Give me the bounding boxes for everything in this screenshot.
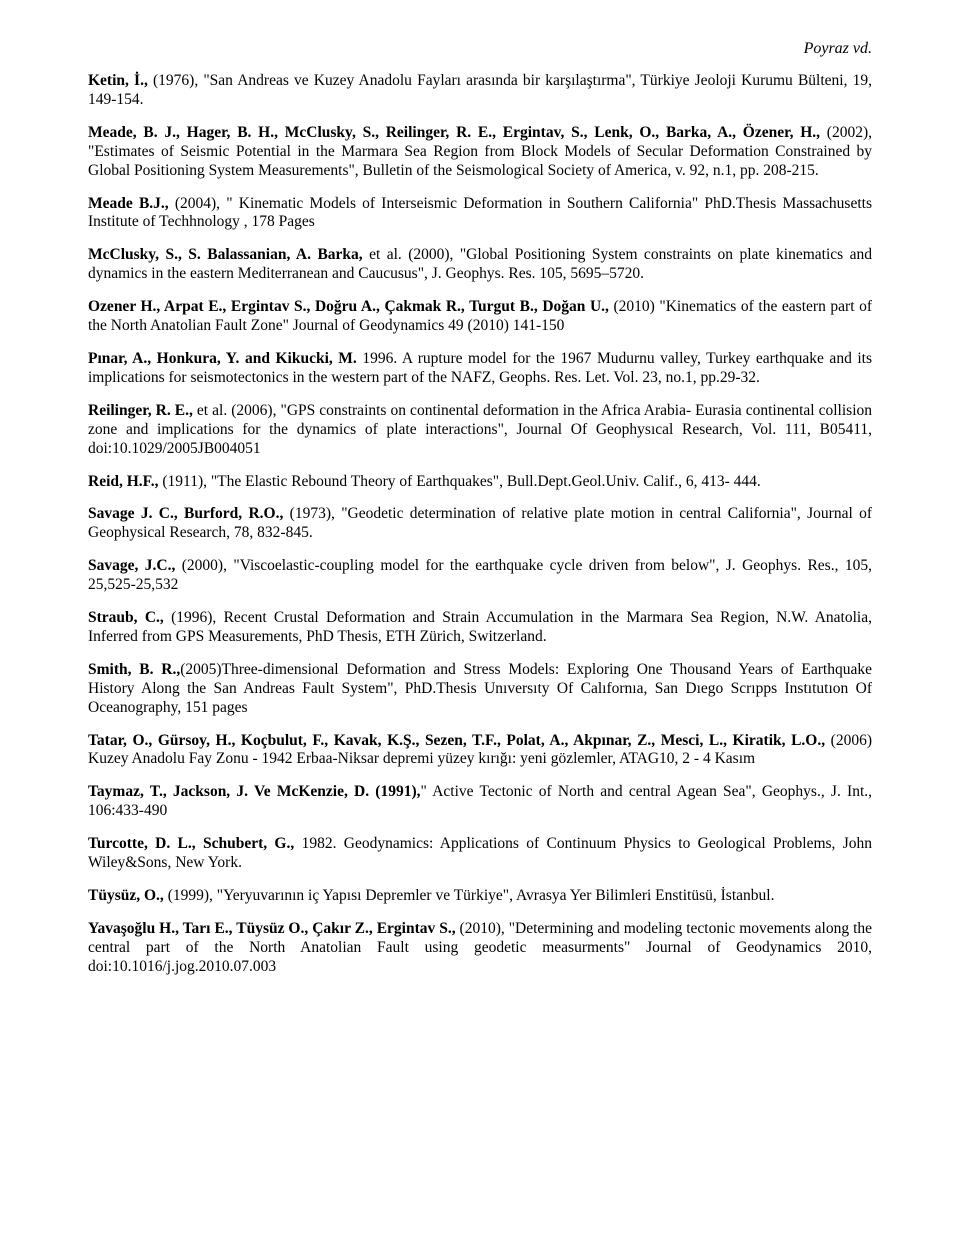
reference-item: Meade, B. J., Hager, B. H., McClusky, S.… — [88, 124, 872, 181]
page: Poyraz vd. Ketin, İ., (1976), "San Andre… — [0, 0, 960, 1253]
reference-item: Reilinger, R. E., et al. (2006), "GPS co… — [88, 402, 872, 459]
reference-item: Tatar, O., Gürsoy, H., Koçbulut, F., Kav… — [88, 732, 872, 770]
reference-item: Taymaz, T., Jackson, J. Ve McKenzie, D. … — [88, 783, 872, 821]
reference-item: Pınar, A., Honkura, Y. and Kikucki, M. 1… — [88, 350, 872, 388]
reference-item: Reid, H.F., (1911), "The Elastic Rebound… — [88, 473, 872, 492]
reference-item: Ketin, İ., (1976), "San Andreas ve Kuzey… — [88, 72, 872, 110]
reference-item: Tüysüz, O., (1999), "Yeryuvarının iç Yap… — [88, 887, 872, 906]
reference-item: Ozener H., Arpat E., Ergintav S., Doğru … — [88, 298, 872, 336]
running-head: Poyraz vd. — [88, 40, 872, 58]
reference-item: Savage, J.C., (2000), "Viscoelastic-coup… — [88, 557, 872, 595]
reference-item: McClusky, S., S. Balassanian, A. Barka, … — [88, 246, 872, 284]
reference-item: Smith, B. R.,(2005)Three-dimensional Def… — [88, 661, 872, 718]
reference-item: Yavaşoğlu H., Tarı E., Tüysüz O., Çakır … — [88, 920, 872, 977]
reference-item: Turcotte, D. L., Schubert, G., 1982. Geo… — [88, 835, 872, 873]
reference-item: Straub, C., (1996), Recent Crustal Defor… — [88, 609, 872, 647]
reference-item: Meade B.J., (2004), " Kinematic Models o… — [88, 195, 872, 233]
reference-item: Savage J. C., Burford, R.O., (1973), "Ge… — [88, 505, 872, 543]
